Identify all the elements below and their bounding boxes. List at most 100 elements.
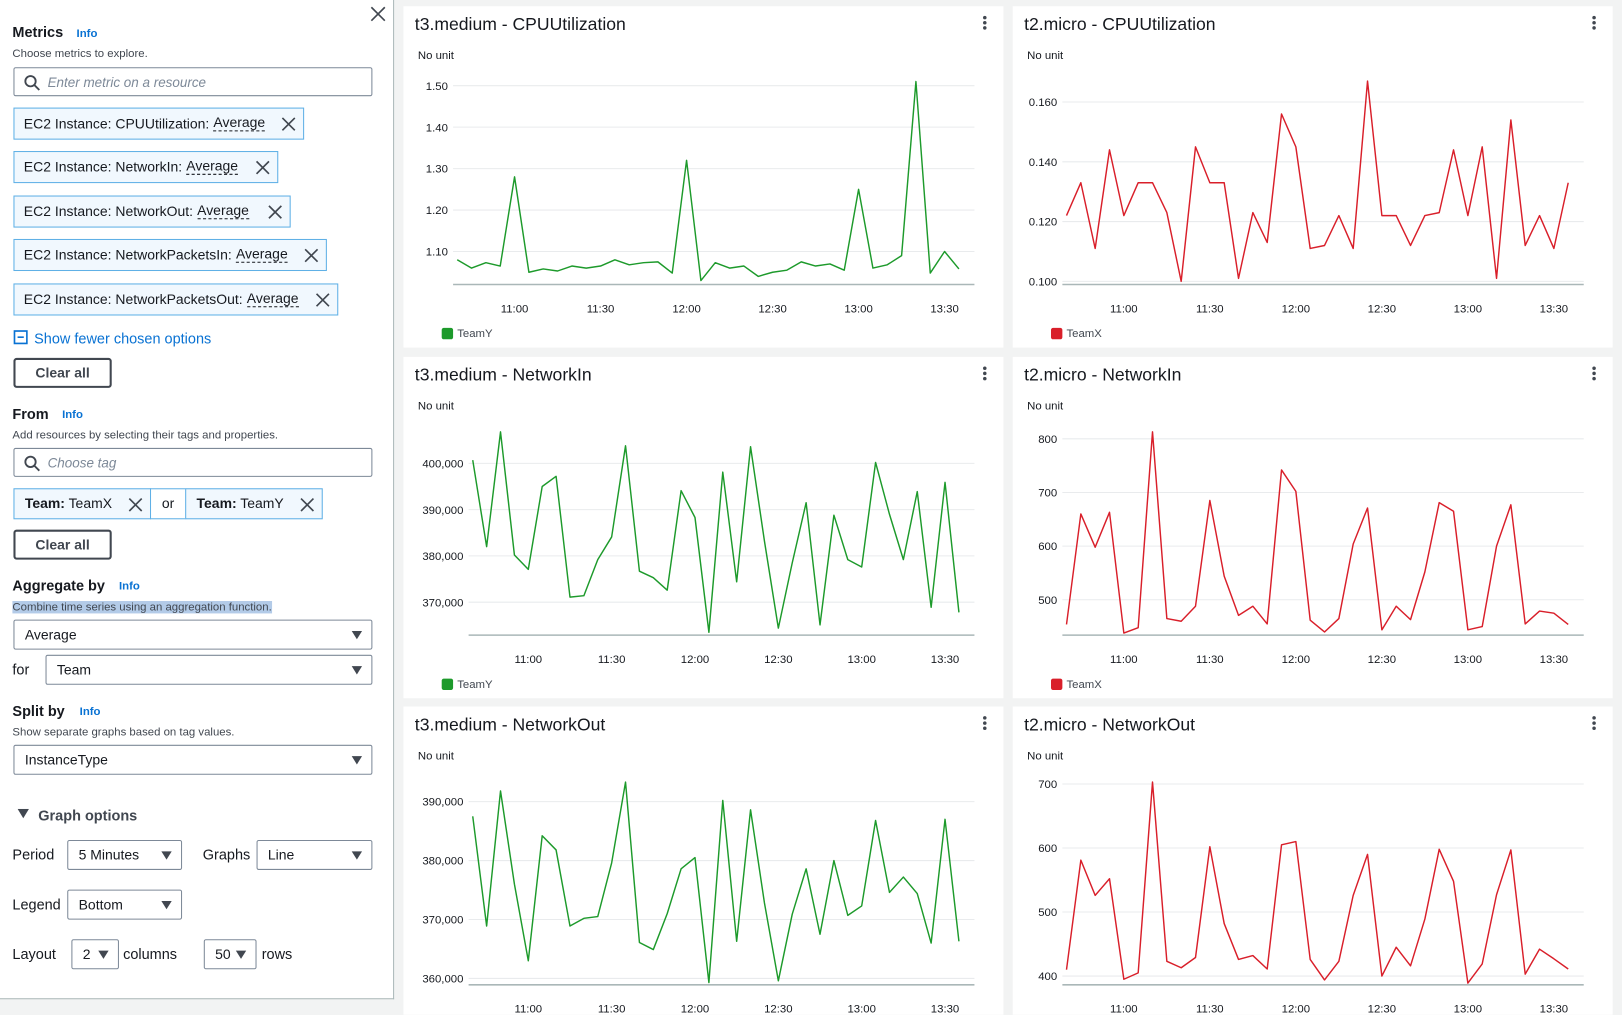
x-tick-label: 12:30	[1368, 1004, 1396, 1015]
close-icon[interactable]	[370, 6, 386, 22]
x-tick-label: 13:30	[930, 303, 958, 315]
tag-value: TeamX	[68, 495, 113, 512]
placeholder: Choose tag	[47, 455, 117, 471]
line	[472, 430, 960, 633]
x-tick-label: 11:00	[1110, 654, 1138, 666]
graphs-select[interactable]: Line	[256, 839, 373, 870]
chip-stat[interactable]: Average	[235, 246, 288, 263]
chip-stat[interactable]: Average	[213, 114, 266, 132]
period-select[interactable]: 5 Minutes	[67, 839, 183, 870]
line	[456, 80, 960, 282]
chip-label: EC2 Instance: NetworkIn:	[23, 159, 183, 175]
x-tick-label: 13:00	[1454, 654, 1482, 666]
chart-card: t3.medium - NetworkOut No unit 360,000 370,…	[403, 706, 1004, 1015]
remove-icon[interactable]	[255, 160, 270, 175]
description: Show separate graphs based on tag values…	[12, 726, 235, 739]
legend-label: Legend	[12, 895, 61, 913]
sidebar: Metrics Info Choose metrics to explore. …	[0, 0, 395, 1000]
x-tick-label: 13:00	[847, 654, 875, 666]
search-input[interactable]: Enter metric on a resource	[13, 67, 373, 97]
search-input[interactable]: Choose tag	[13, 447, 373, 477]
tag-key: Team:	[24, 495, 65, 512]
x-tick-label: 11:00	[1110, 1004, 1138, 1015]
menu-dot	[983, 371, 987, 375]
metric-chip: EC2 Instance: NetworkIn: Average	[13, 151, 279, 184]
description: Combine time series using an aggregation…	[12, 601, 272, 614]
chip-stat[interactable]: Average	[246, 290, 299, 308]
columns-label: columns	[123, 945, 178, 963]
chart-card: t3.medium - NetworkIn No unit 370,000 380,0…	[403, 356, 1004, 698]
menu-dot	[983, 726, 987, 731]
function-select[interactable]: Average	[13, 619, 373, 650]
toggle-link[interactable]: Show fewer chosen options	[34, 329, 212, 347]
menu-dot	[983, 721, 987, 725]
remove-icon[interactable]	[128, 498, 143, 512]
rows-select[interactable]: 50	[203, 939, 257, 970]
layout-label: Layout	[12, 945, 56, 963]
remove-icon[interactable]	[300, 498, 315, 512]
collapse-icon[interactable]	[13, 330, 28, 345]
info-link[interactable]: Info	[62, 408, 83, 422]
tag-key: Team:	[196, 495, 237, 512]
chip-stat[interactable]: Average	[197, 202, 249, 220]
tag-chip: Team: TeamX	[13, 488, 152, 520]
x-tick-label: 13:00	[847, 1004, 875, 1015]
y-tick-label: 600	[1038, 843, 1057, 855]
y-tick-label: 400,000	[422, 458, 463, 470]
remove-icon[interactable]	[315, 293, 330, 307]
legend-select[interactable]: Bottom	[67, 889, 183, 920]
expand-icon[interactable]	[17, 808, 30, 819]
remove-icon[interactable]	[304, 248, 319, 263]
menu-dot	[1592, 721, 1596, 725]
x-tick-label: 11:00	[501, 303, 529, 315]
x-tick-label: 12:00	[681, 654, 709, 666]
placeholder: Enter metric on a resource	[47, 74, 207, 90]
x-tick-label: 11:30	[1196, 654, 1224, 666]
columns-select[interactable]: 2	[71, 939, 119, 970]
menu-dot	[983, 376, 987, 380]
info-link[interactable]: Info	[118, 580, 140, 593]
x-tick-label: 12:00	[1282, 654, 1310, 666]
graph-options-title[interactable]: Graph options	[38, 806, 138, 824]
y-tick-label: 380,000	[422, 551, 463, 563]
metric-chip: EC2 Instance: NetworkPacketsIn: Average	[13, 238, 327, 272]
menu-dot	[1592, 376, 1596, 380]
x-tick-label: 12:30	[764, 654, 792, 666]
menu-dot	[1592, 15, 1596, 20]
chart: t3.medium - CPUUtilization No unit 1.10 1.2…	[415, 14, 987, 340]
y-tick-label: 1.20	[426, 205, 448, 217]
rows-label: rows	[261, 945, 293, 963]
description: Add resources by selecting their tags an…	[12, 429, 279, 442]
x-tick-label: 13:00	[1454, 303, 1482, 315]
split-select[interactable]: InstanceType	[13, 744, 373, 775]
y-tick-label: 500	[1038, 594, 1057, 606]
info-link[interactable]: Info	[76, 27, 98, 41]
search-icon	[24, 455, 40, 472]
legend-swatch	[441, 327, 454, 340]
y-tick-label: 500	[1038, 907, 1057, 919]
menu-dot	[1592, 365, 1596, 370]
info-link[interactable]: Info	[79, 705, 101, 718]
x-tick-label: 13:30	[931, 654, 959, 666]
clear-button[interactable]: Clear all	[13, 529, 112, 560]
y-tick-label: 1.10	[426, 247, 448, 259]
for-select[interactable]: Team	[45, 654, 373, 685]
unit-label: No unit	[418, 50, 455, 62]
x-tick-label: 11:30	[598, 1004, 626, 1015]
aggregate-title: Aggregate by	[12, 577, 105, 594]
unit-label: No unit	[418, 400, 455, 412]
chart-title: t3.medium - NetworkOut	[415, 714, 606, 734]
menu-dot	[1592, 716, 1596, 720]
chart-title: t3.medium - NetworkIn	[415, 364, 592, 384]
x-tick-label: 11:30	[1196, 1004, 1224, 1015]
x-tick-label: 13:00	[1454, 1004, 1482, 1015]
remove-icon[interactable]	[268, 205, 282, 219]
menu-dot	[983, 365, 987, 370]
clear-button[interactable]: Clear all	[13, 357, 112, 388]
chip-stat[interactable]: Average	[186, 158, 239, 175]
chart-title: t2.micro - NetworkIn	[1024, 364, 1181, 384]
y-tick-label: 380,000	[422, 856, 463, 868]
graphs-label: Graphs	[202, 846, 251, 863]
remove-icon[interactable]	[281, 117, 296, 131]
